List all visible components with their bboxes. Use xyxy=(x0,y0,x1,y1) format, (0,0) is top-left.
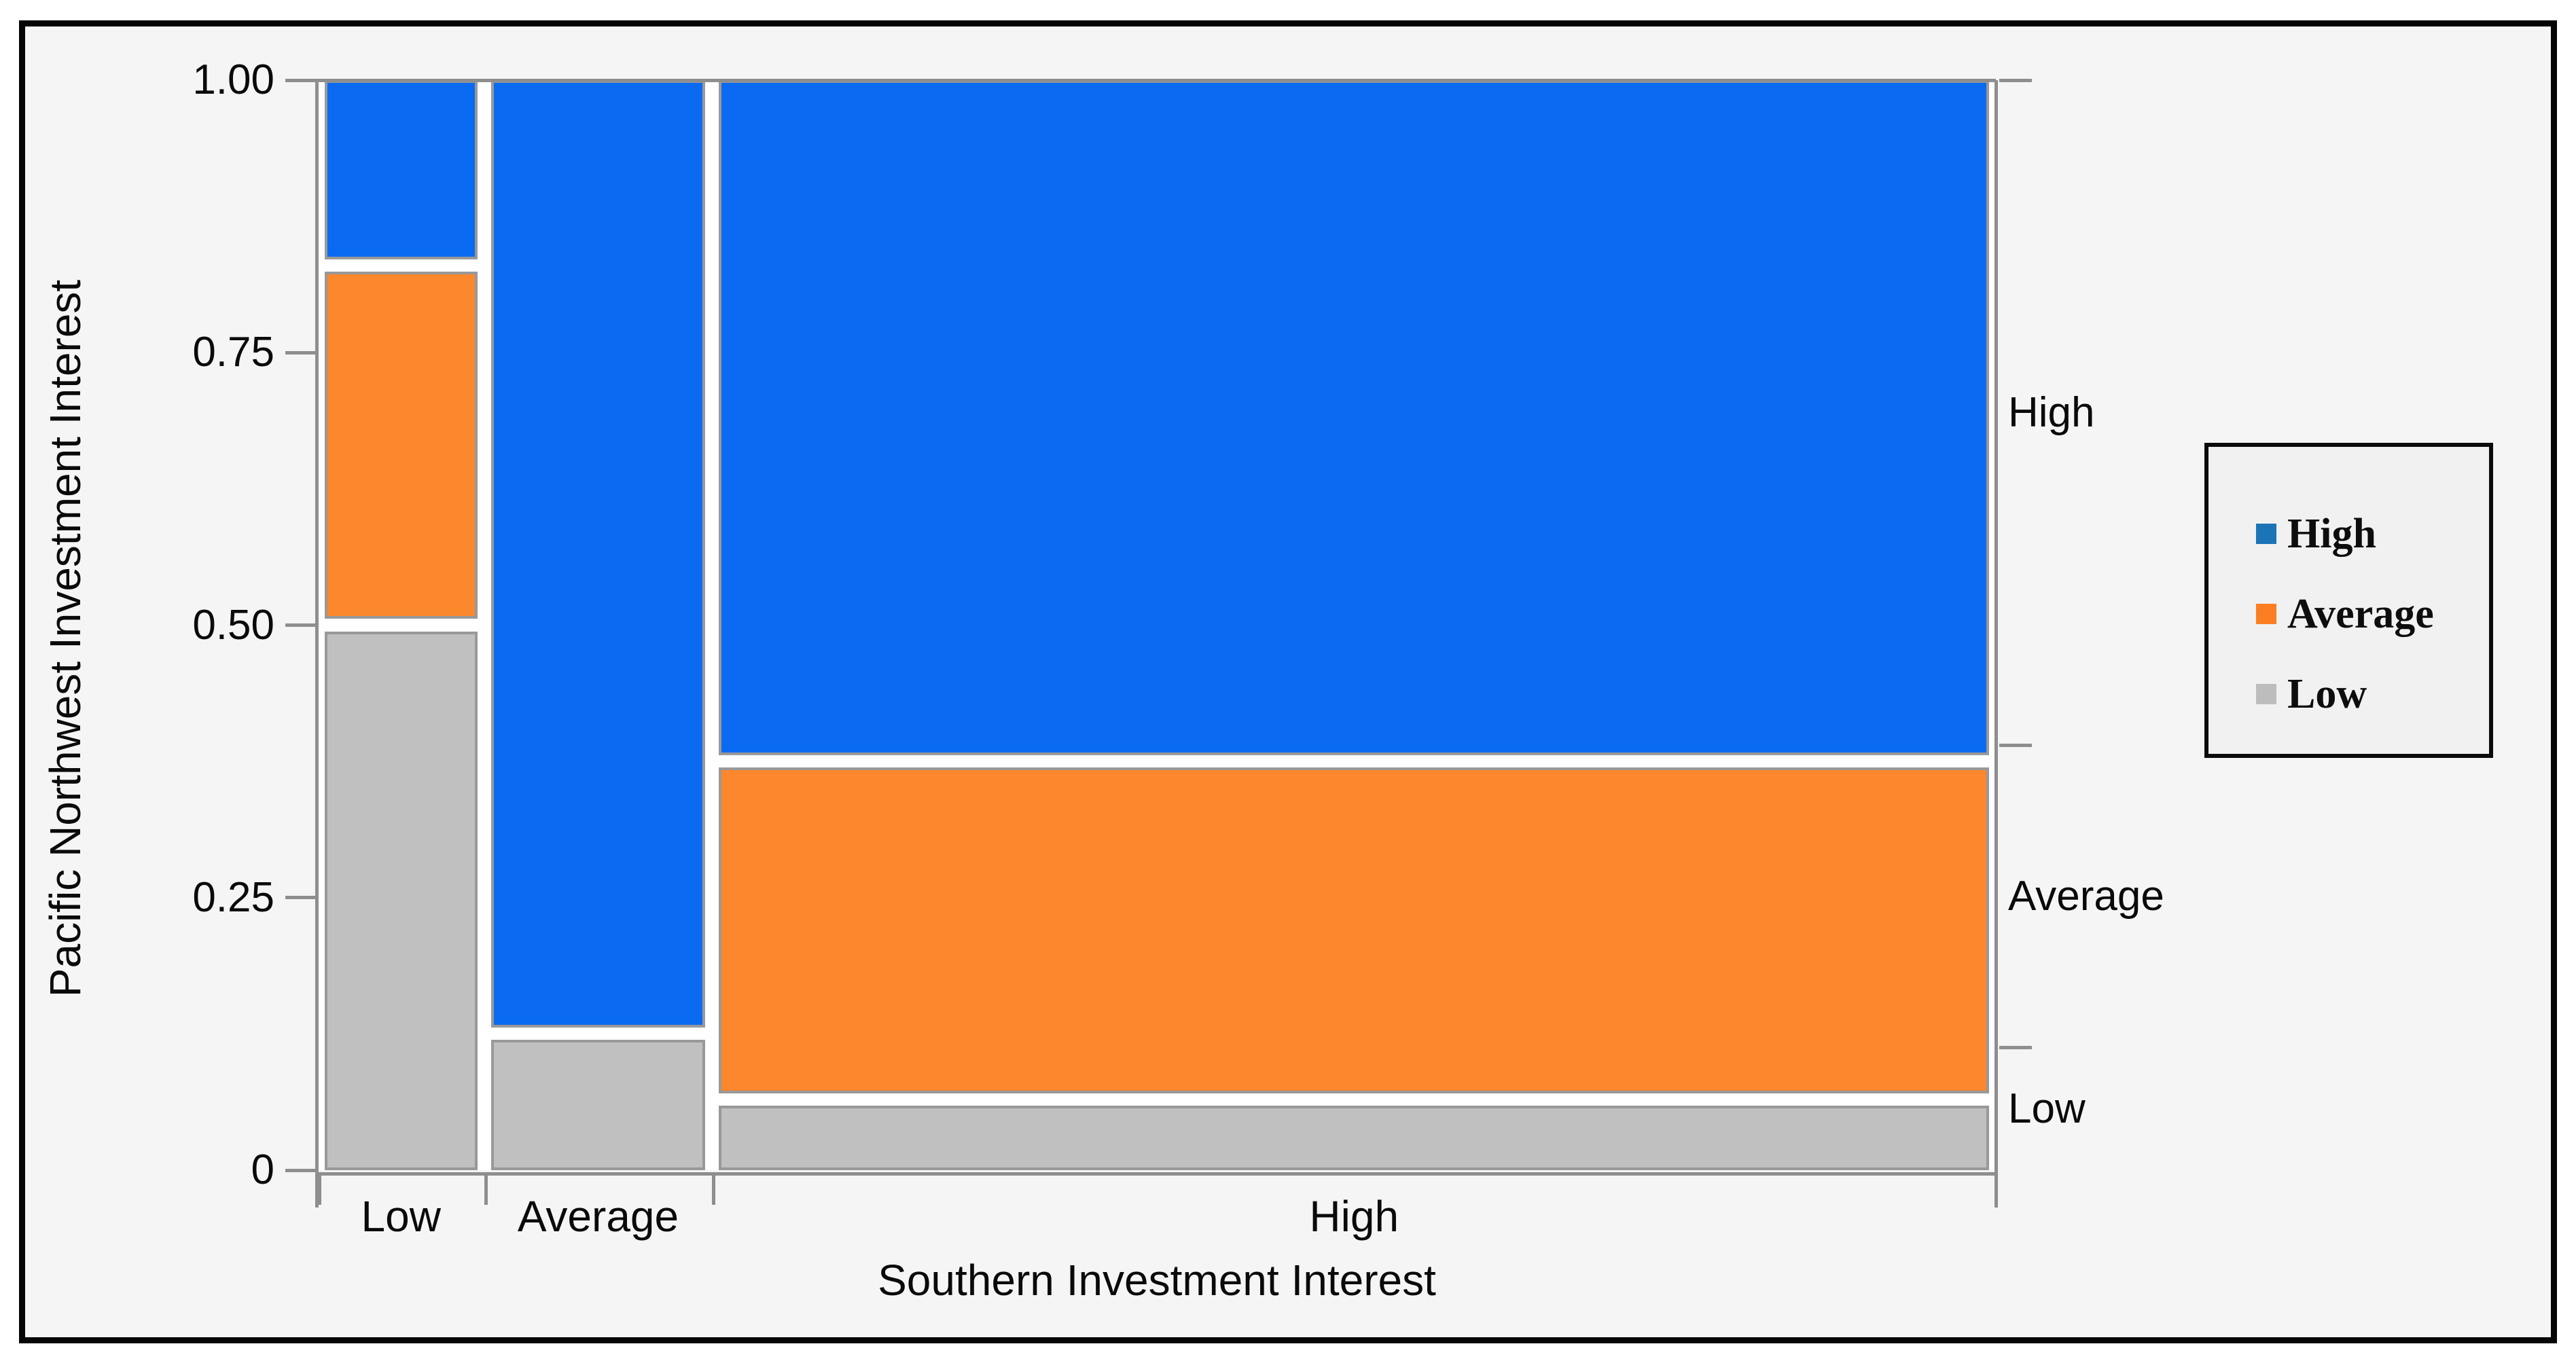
y-tick-label-0.25: 0.25 xyxy=(192,873,274,921)
legend-swatch-low-icon xyxy=(2256,684,2276,704)
plot-top-border-line xyxy=(318,79,1996,82)
y-axis-tick-1.00 xyxy=(285,78,318,82)
mosaic-column-high xyxy=(719,80,1989,1170)
mosaic-column-average xyxy=(490,80,706,1170)
y-tick-label-0: 0 xyxy=(251,1146,274,1193)
x-category-label-average: Average xyxy=(517,1192,679,1241)
y-tick-label-1.00: 1.00 xyxy=(192,56,274,103)
segment-high-average xyxy=(719,767,1989,1093)
x-category-label-low: Low xyxy=(361,1192,441,1241)
x-axis-title: Southern Investment Interest xyxy=(878,1256,1436,1305)
x-axis-tick-0 xyxy=(318,1172,321,1205)
legend-item-high: High xyxy=(2256,510,2376,557)
y-tick-label-0.50: 0.50 xyxy=(192,601,274,649)
segment-average-low xyxy=(490,1040,706,1170)
y-axis-tick-0 xyxy=(285,1168,318,1172)
y-tick-label-0.75: 0.75 xyxy=(192,329,274,376)
right-axis-label-high: High xyxy=(2008,388,2095,436)
right-axis-line xyxy=(1994,80,1998,1208)
segment-high-high xyxy=(719,80,1989,756)
legend-label-average: Average xyxy=(2287,590,2434,637)
mosaic-column-low xyxy=(325,80,478,1170)
y-axis-line xyxy=(315,80,319,1208)
legend-item-average: Average xyxy=(2256,590,2434,637)
right-axis-label-low: Low xyxy=(2008,1085,2086,1132)
segment-low-low xyxy=(325,631,478,1170)
legend-box: High Average Low xyxy=(2204,443,2493,758)
y-axis-title: Pacific Northwest Investment Interest xyxy=(41,279,90,998)
mosaic-plot-area xyxy=(318,80,1996,1170)
legend-swatch-average-icon xyxy=(2256,604,2276,624)
x-category-label-high: High xyxy=(1309,1192,1399,1241)
legend-swatch-high-icon xyxy=(2256,524,2276,544)
legend-item-low: Low xyxy=(2256,670,2367,717)
legend-label-low: Low xyxy=(2287,670,2367,717)
segment-high-low xyxy=(719,1105,1989,1170)
y-axis-tick-0.50 xyxy=(285,623,318,627)
segment-average-high xyxy=(490,80,706,1028)
right-axis-tick-1 xyxy=(1999,743,2032,747)
y-axis-tick-0.75 xyxy=(285,350,318,355)
right-axis-tick-0 xyxy=(1999,78,2032,82)
right-axis-label-average: Average xyxy=(2008,872,2164,920)
y-axis-tick-0.25 xyxy=(285,896,318,900)
x-axis-line xyxy=(315,1172,1998,1176)
x-axis-tick-2 xyxy=(712,1172,716,1205)
right-axis-tick-2 xyxy=(1999,1045,2032,1049)
segment-low-average xyxy=(325,271,478,619)
segment-low-high xyxy=(325,80,478,259)
legend-label-high: High xyxy=(2287,510,2376,557)
x-axis-tick-1 xyxy=(484,1172,488,1205)
